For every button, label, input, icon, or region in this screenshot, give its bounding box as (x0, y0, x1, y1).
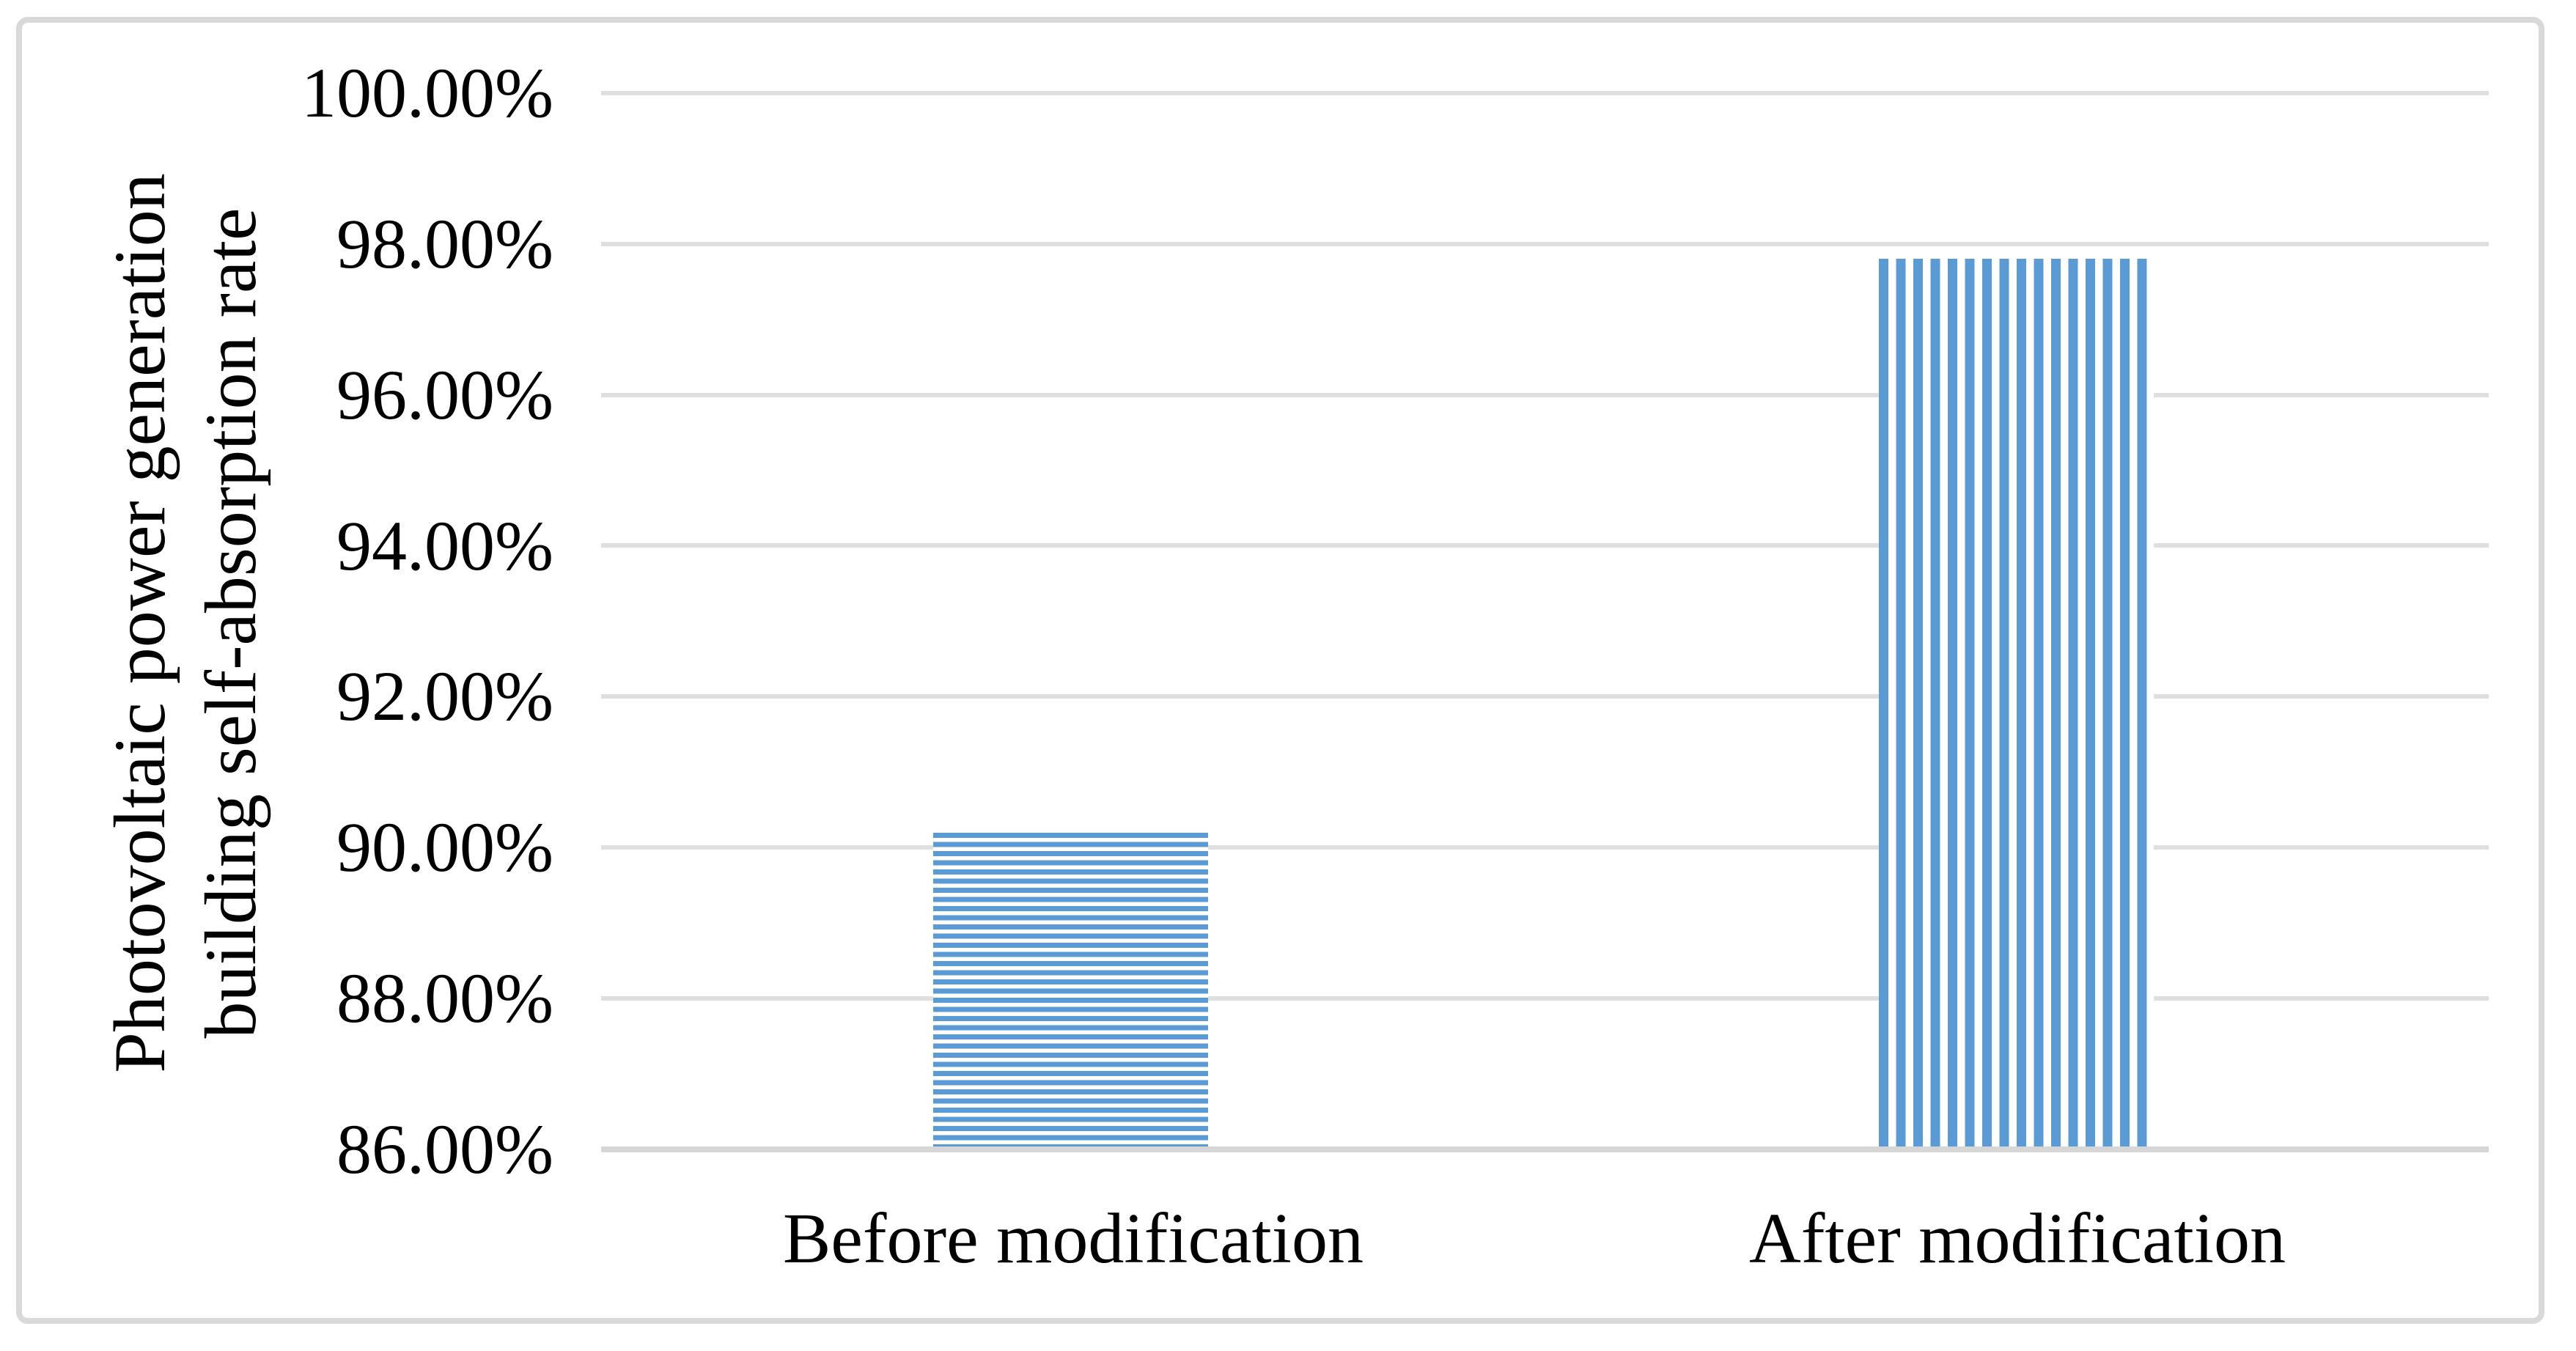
y-tick-88: 88.00% (336, 959, 553, 1037)
x-category-label-before: Before modification (783, 1199, 1364, 1278)
bar-after-modification (1879, 259, 2154, 1149)
y-tick-92: 92.00% (336, 657, 553, 735)
gridline-88 (601, 996, 2489, 1001)
y-tick-96: 96.00% (336, 356, 553, 434)
gridline-100 (601, 91, 2489, 95)
x-category-label-after: After modification (1748, 1199, 2286, 1278)
y-tick-90: 90.00% (336, 808, 553, 886)
gridline-98 (601, 242, 2489, 246)
gridline-94 (601, 543, 2489, 548)
y-tick-100: 100.00% (301, 54, 553, 132)
y-tick-98: 98.00% (336, 205, 553, 283)
bar-before-modification (933, 832, 1208, 1149)
plot-area (601, 91, 2489, 1152)
x-axis-line (601, 1146, 2489, 1152)
y-tick-86: 86.00% (336, 1110, 553, 1188)
y-tick-94: 94.00% (336, 507, 553, 585)
gridline-90 (601, 845, 2489, 850)
gridline-96 (601, 393, 2489, 397)
gridline-92 (601, 694, 2489, 699)
